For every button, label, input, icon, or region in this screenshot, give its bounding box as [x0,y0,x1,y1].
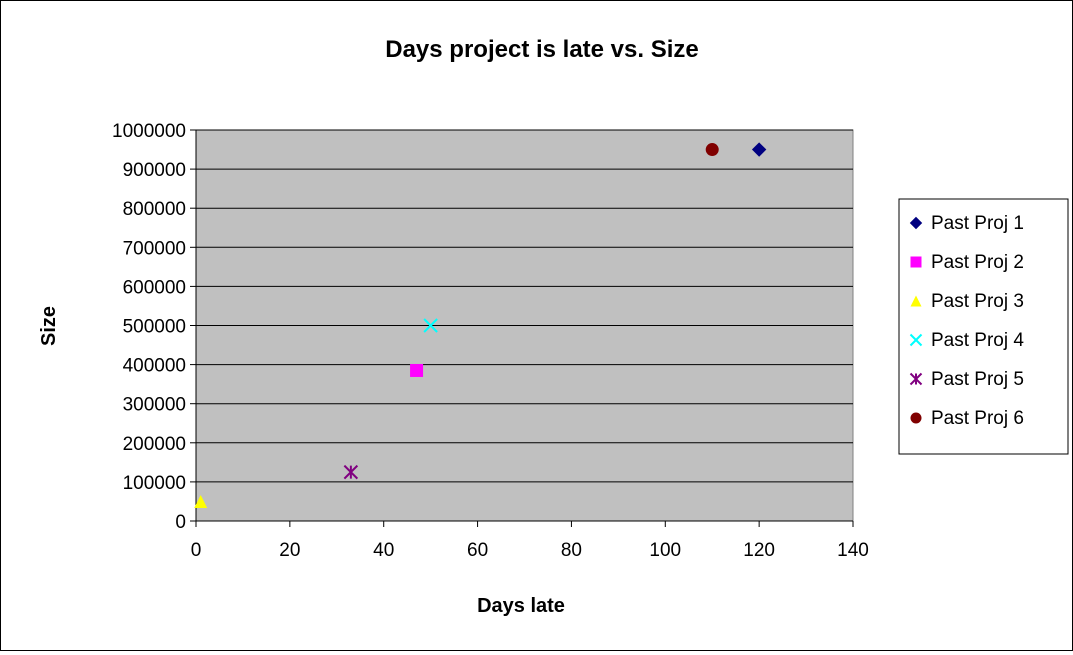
x-tick-label: 120 [743,540,775,561]
legend-marker [909,372,923,386]
x-tick-label: 40 [373,540,394,561]
legend-label: Past Proj 6 [931,408,1024,429]
y-tick-label: 300000 [123,395,186,416]
legend-marker [910,256,922,268]
gridlines [196,129,853,483]
y-tick-label: 800000 [123,199,186,220]
y-tick-label: 200000 [123,434,186,455]
legend-marker [910,412,922,424]
data-point-1 [751,142,767,157]
data-point-6 [705,143,719,157]
legend-items: Past Proj 1 Past Proj 2 Past Proj 3 Past Pr… [909,213,1024,429]
legend-item: Past Proj 1 [909,213,1024,234]
x-tick-label: 20 [279,540,300,561]
legend-box [898,198,1069,455]
legend-label: Past Proj 1 [931,213,1024,234]
y-tick-label: 600000 [123,277,186,298]
data-point-2 [410,363,424,377]
legend-item: Past Proj 6 [910,408,1024,429]
x-tick-label: 140 [837,540,869,561]
x-tick-label: 60 [467,540,488,561]
y-tick-label: 400000 [123,356,186,377]
legend-item: Past Proj 5 [909,369,1024,390]
legend-item: Past Proj 4 [909,330,1024,351]
legend-label: Past Proj 2 [931,252,1024,273]
data-points [194,142,767,508]
x-tick-label: 100 [649,540,681,561]
legend-marker [909,333,923,347]
x-tick-labels: 0 20 40 60 80 100 120 140 [191,540,869,561]
data-point-4 [423,318,438,333]
y-tick-label: 100000 [123,473,186,494]
y-tick-labels: 0 100000 200000 300000 400000 500000 600000 700… [112,121,186,533]
y-tick-label: 700000 [123,238,186,259]
legend-marker [910,295,922,307]
y-tick-label: 1000000 [112,121,186,142]
chart-title: Days project is late vs. Size [385,36,699,63]
legend: Past Proj 1 Past Proj 2 Past Proj 3 Past Pr… [898,198,1069,455]
y-tick-label: 900000 [123,160,186,181]
legend-label: Past Proj 3 [931,291,1024,312]
x-tick-label: 0 [191,540,202,561]
x-axis-title: Days late [477,595,565,617]
legend-label: Past Proj 5 [931,369,1024,390]
y-tick-label: 0 [175,512,186,533]
x-tick-label: 80 [561,540,582,561]
y-axis-title: Size [38,306,60,346]
axes [190,129,854,527]
y-tick-label: 500000 [123,317,186,338]
data-point-5 [343,464,359,480]
legend-item: Past Proj 2 [910,252,1024,273]
data-point-3 [194,494,208,508]
legend-label: Past Proj 4 [931,330,1024,351]
legend-item: Past Proj 3 [910,291,1024,312]
legend-marker [909,216,923,230]
